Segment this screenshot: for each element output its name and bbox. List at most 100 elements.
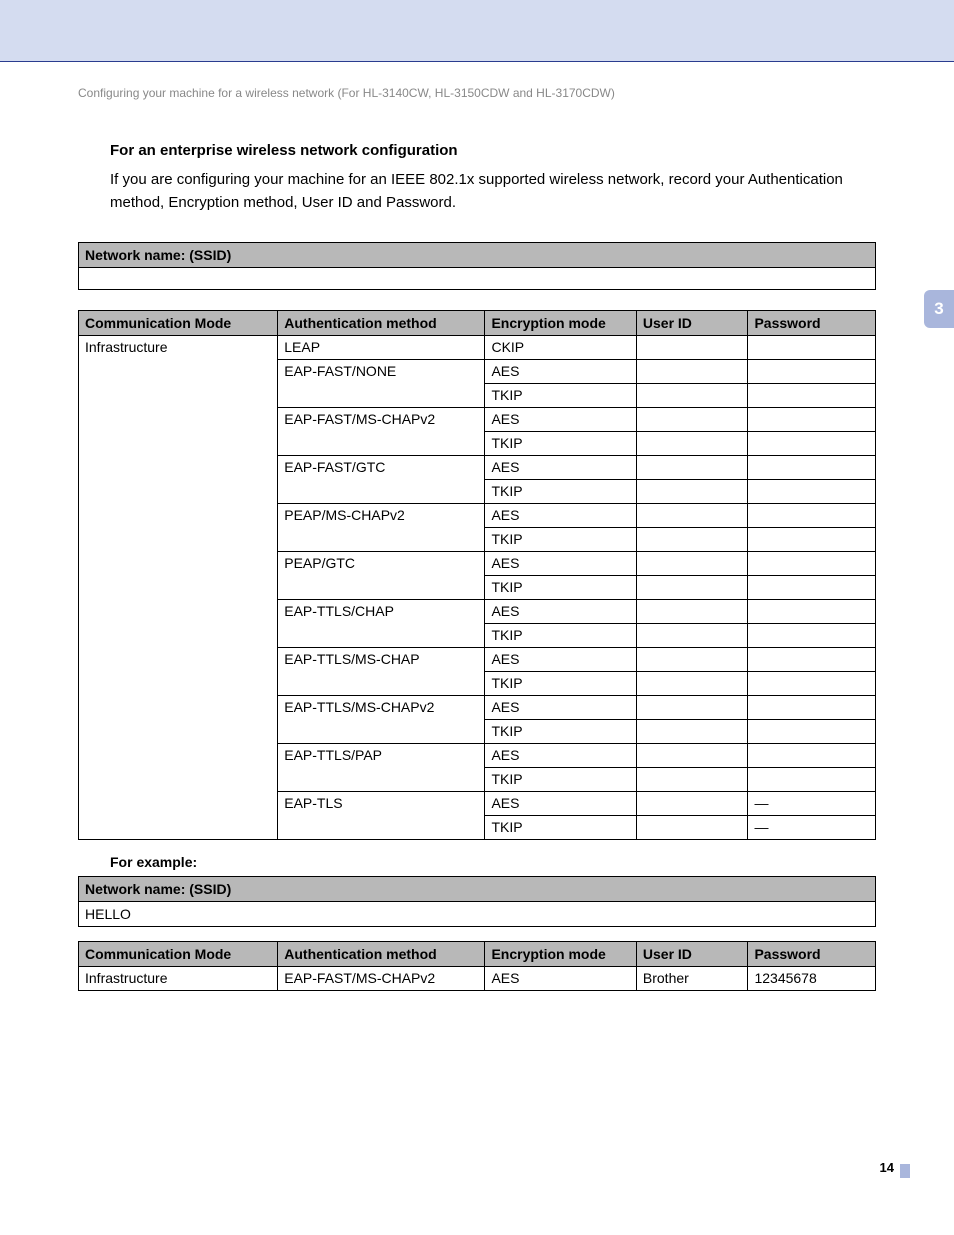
top-banner [0,0,954,62]
config-table: Communication ModeAuthentication methodE… [78,310,876,840]
password-cell [748,768,876,792]
example-ssid-table: Network name: (SSID) HELLO [78,876,876,927]
breadcrumb: Configuring your machine for a wireless … [78,86,876,100]
encryption-cell: TKIP [485,816,636,840]
table-header-cell: Communication Mode [79,311,278,336]
auth-cell: LEAP [278,336,485,360]
encryption-cell: AES [485,456,636,480]
userid-cell [636,360,748,384]
example-config-table: Communication ModeAuthentication methodE… [78,941,876,991]
example-ssid-value: HELLO [79,902,876,927]
table-cell: 12345678 [748,967,876,991]
userid-cell [636,528,748,552]
page-number: 14 [880,1160,894,1175]
auth-cell: EAP-FAST/GTC [278,456,485,504]
encryption-cell: AES [485,648,636,672]
auth-cell: EAP-TTLS/MS-CHAP [278,648,485,696]
password-cell [748,408,876,432]
auth-cell: EAP-FAST/NONE [278,360,485,408]
auth-cell: PEAP/GTC [278,552,485,600]
table-header-row: Communication ModeAuthentication methodE… [79,311,876,336]
page-marker [900,1164,910,1178]
comm-mode-cell: Infrastructure [79,336,278,840]
password-cell [748,432,876,456]
password-cell [748,504,876,528]
auth-cell: EAP-TLS [278,792,485,840]
table-header-cell: Communication Mode [79,942,278,967]
encryption-cell: AES [485,552,636,576]
lead-text: If you are configuring your machine for … [110,169,876,214]
password-cell [748,672,876,696]
section-number-tab: 3 [924,290,954,328]
auth-cell: EAP-FAST/MS-CHAPv2 [278,408,485,456]
table-header-row: Communication ModeAuthentication methodE… [79,942,876,967]
password-cell [748,624,876,648]
userid-cell [636,672,748,696]
encryption-cell: TKIP [485,528,636,552]
table-cell: Infrastructure [79,967,278,991]
password-cell [748,576,876,600]
auth-cell: PEAP/MS-CHAPv2 [278,504,485,552]
userid-cell [636,576,748,600]
userid-cell [636,504,748,528]
userid-cell [636,408,748,432]
userid-cell [636,384,748,408]
password-cell [748,336,876,360]
table-header-cell: Authentication method [278,942,485,967]
userid-cell [636,432,748,456]
userid-cell [636,720,748,744]
encryption-cell: AES [485,408,636,432]
encryption-cell: TKIP [485,432,636,456]
table-header-cell: Password [748,942,876,967]
encryption-cell: CKIP [485,336,636,360]
userid-cell [636,600,748,624]
encryption-cell: AES [485,600,636,624]
password-cell: — [748,816,876,840]
encryption-cell: AES [485,696,636,720]
password-cell [748,720,876,744]
table-row: InfrastructureEAP-FAST/MS-CHAPv2AESBroth… [79,967,876,991]
encryption-cell: TKIP [485,480,636,504]
ssid-value [79,268,876,290]
example-ssid-header: Network name: (SSID) [79,877,876,902]
encryption-cell: AES [485,504,636,528]
password-cell [748,696,876,720]
table-header-cell: User ID [636,942,748,967]
table-header-cell: Authentication method [278,311,485,336]
userid-cell [636,480,748,504]
userid-cell [636,792,748,816]
userid-cell [636,456,748,480]
userid-cell [636,744,748,768]
table-cell: Brother [636,967,748,991]
table-cell: EAP-FAST/MS-CHAPv2 [278,967,485,991]
encryption-cell: TKIP [485,384,636,408]
userid-cell [636,624,748,648]
password-cell [748,552,876,576]
encryption-cell: TKIP [485,624,636,648]
password-cell [748,528,876,552]
encryption-cell: AES [485,360,636,384]
table-header-cell: User ID [636,311,748,336]
password-cell [748,648,876,672]
password-cell [748,384,876,408]
auth-cell: EAP-TTLS/CHAP [278,600,485,648]
table-cell: AES [485,967,636,991]
table-row: InfrastructureLEAPCKIP [79,336,876,360]
encryption-cell: TKIP [485,720,636,744]
password-cell: — [748,792,876,816]
userid-cell [636,696,748,720]
userid-cell [636,552,748,576]
section-heading: For an enterprise wireless network confi… [110,142,876,159]
ssid-table: Network name: (SSID) [78,242,876,290]
userid-cell [636,336,748,360]
example-heading: For example: [110,854,876,870]
password-cell [748,744,876,768]
password-cell [748,360,876,384]
table-header-cell: Password [748,311,876,336]
table-header-cell: Encryption mode [485,311,636,336]
encryption-cell: TKIP [485,768,636,792]
password-cell [748,600,876,624]
auth-cell: EAP-TTLS/PAP [278,744,485,792]
password-cell [748,456,876,480]
userid-cell [636,816,748,840]
